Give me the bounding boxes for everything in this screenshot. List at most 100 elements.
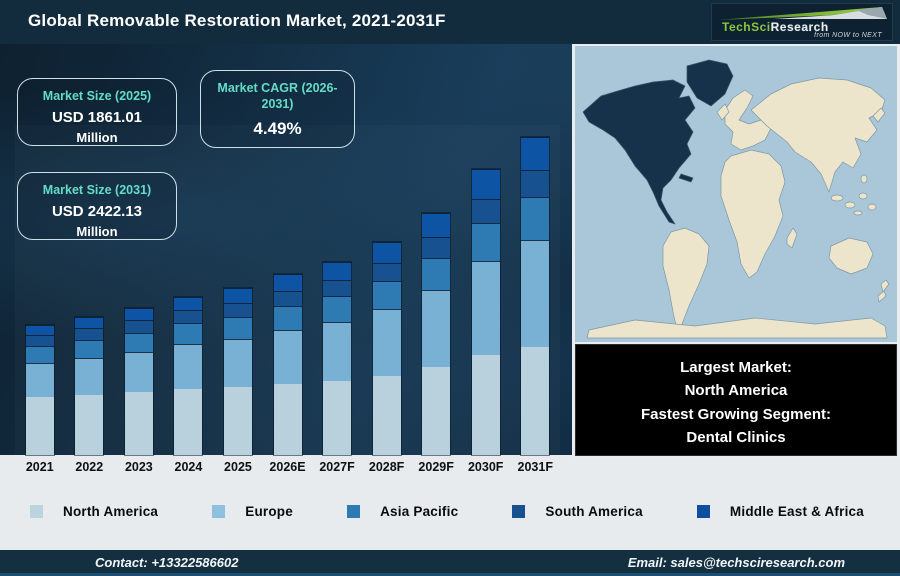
callout-line-3: Fastest Growing Segment: xyxy=(640,405,832,423)
market-size-2025-title: Market Size (2025) xyxy=(42,89,152,103)
bar-segment-north-america xyxy=(323,381,352,455)
stacked-bar-2028F xyxy=(372,242,401,455)
bar-segment-south-america xyxy=(223,303,252,317)
legend-swatch-icon xyxy=(30,504,43,518)
bar-segment-north-america xyxy=(372,376,401,455)
page-title: Global Removable Restoration Market, 202… xyxy=(28,11,446,30)
footer-contact: Contact: +13322586602 xyxy=(95,554,239,570)
x-axis-label-2028F: 2028F xyxy=(368,460,405,474)
bar-segment-europe xyxy=(372,309,401,376)
callout-line-4: Dental Clinics xyxy=(686,428,786,446)
map-africa xyxy=(720,149,786,279)
market-cagr-box: Market CAGR (2026-2031) 4.49% xyxy=(200,70,355,148)
legend-label: North America xyxy=(63,503,159,519)
bar-segment-south-america xyxy=(422,237,451,258)
market-size-2031-box: Market Size (2031) USD 2422.13 Million xyxy=(17,172,177,240)
bar-segment-middle-east-africa xyxy=(75,317,104,328)
bar-segment-europe xyxy=(471,261,500,355)
bar-segment-asia-pacific xyxy=(471,223,500,261)
bar-segment-north-america xyxy=(124,392,153,455)
legend-item-asia-pacific: Asia Pacific xyxy=(347,504,458,519)
map-north-america xyxy=(582,79,696,225)
bar-segment-north-america xyxy=(223,387,252,455)
bar-segment-north-america xyxy=(174,389,203,455)
bar-segment-south-america xyxy=(25,335,54,346)
bar-segment-asia-pacific xyxy=(124,333,153,352)
bar-segment-asia-pacific xyxy=(75,340,104,358)
bar-segment-europe xyxy=(273,330,302,384)
bar-column-2031F xyxy=(510,125,561,455)
bar-segment-north-america xyxy=(422,367,451,455)
map-madagascar xyxy=(786,227,798,249)
bar-segment-europe xyxy=(174,344,203,389)
bar-column-2030F xyxy=(460,125,511,455)
logo-brand-primary: TechSci xyxy=(722,20,771,34)
bar-column-2024 xyxy=(163,125,214,455)
legend-swatch-icon xyxy=(696,504,710,518)
bar-segment-middle-east-africa xyxy=(372,242,401,263)
map-new-zealand xyxy=(880,279,890,293)
bar-segment-middle-east-africa xyxy=(25,325,54,335)
legend-label: Middle East & Africa xyxy=(729,503,864,519)
legend-label: South America xyxy=(545,503,643,519)
bar-segment-north-america xyxy=(25,397,54,455)
stacked-bar-2031F xyxy=(521,137,550,455)
logo-arrow-icon xyxy=(718,7,887,20)
bar-column-2022 xyxy=(64,125,115,455)
logo-brand-secondary: Research xyxy=(770,20,829,34)
footer-bar: Contact: +13322586602 Email: sales@techs… xyxy=(0,550,900,576)
bar-segment-south-america xyxy=(471,199,500,223)
x-axis-label-2027F: 2027F xyxy=(319,460,355,474)
market-cagr-value: 4.49% xyxy=(253,118,302,138)
legend-label: Europe xyxy=(245,503,293,519)
bar-segment-middle-east-africa xyxy=(521,137,550,170)
bar-segment-middle-east-africa xyxy=(471,169,500,199)
bar-segment-asia-pacific xyxy=(422,258,451,290)
map-new-zealand xyxy=(877,290,887,303)
x-axis-label-2030F: 2030F xyxy=(467,460,504,474)
techsci-logo: TechSciResearch from NOW to NEXT xyxy=(711,3,893,41)
largest-market-callout: Largest Market: North America Fastest Gr… xyxy=(575,344,897,456)
map-antarctica xyxy=(586,317,888,339)
bar-segment-middle-east-africa xyxy=(273,274,302,291)
logo-tagline: from NOW to NEXT xyxy=(814,32,882,39)
market-size-2031-unit: Million xyxy=(76,224,118,240)
map-land xyxy=(586,77,890,339)
bar-segment-south-america xyxy=(273,291,302,306)
x-axis-label-2023: 2023 xyxy=(124,460,153,474)
bar-segment-europe xyxy=(25,363,54,397)
bar-segment-asia-pacific xyxy=(323,296,352,322)
legend-item-europe: Europe xyxy=(212,504,293,519)
map-south-america xyxy=(662,227,710,331)
stacked-bar-2030F xyxy=(471,169,500,455)
bar-segment-south-america xyxy=(521,170,550,197)
map-island xyxy=(844,201,856,209)
bar-column-2026E xyxy=(262,125,313,455)
bar-segment-europe xyxy=(422,290,451,367)
x-axis-label-2021: 2021 xyxy=(25,460,54,474)
map-asia xyxy=(750,77,886,193)
bar-segment-south-america xyxy=(372,263,401,281)
bar-segment-europe xyxy=(223,339,252,387)
legend-label: Asia Pacific xyxy=(380,503,459,519)
bar-segment-europe xyxy=(75,358,104,395)
bar-segment-europe xyxy=(124,352,153,392)
bar-column-2023 xyxy=(114,125,164,455)
map-greenland xyxy=(686,59,734,107)
map-uk xyxy=(716,103,730,121)
bar-segment-north-america xyxy=(273,384,302,455)
header-bar: Global Removable Restoration Market, 202… xyxy=(0,0,900,44)
stacked-bar-2022 xyxy=(75,317,104,455)
bar-segment-south-america xyxy=(75,328,104,340)
legend-swatch-icon xyxy=(212,504,226,518)
stacked-bars xyxy=(15,125,561,455)
stacked-bar-2023 xyxy=(124,308,153,455)
market-size-2031-title: Market Size (2031) xyxy=(42,183,152,197)
map-island xyxy=(853,210,863,216)
bar-segment-north-america xyxy=(75,395,104,455)
bar-segment-europe xyxy=(521,240,550,347)
legend-swatch-icon xyxy=(347,504,361,518)
stacked-bar-2025 xyxy=(223,288,252,455)
bar-segment-middle-east-africa xyxy=(223,288,252,303)
